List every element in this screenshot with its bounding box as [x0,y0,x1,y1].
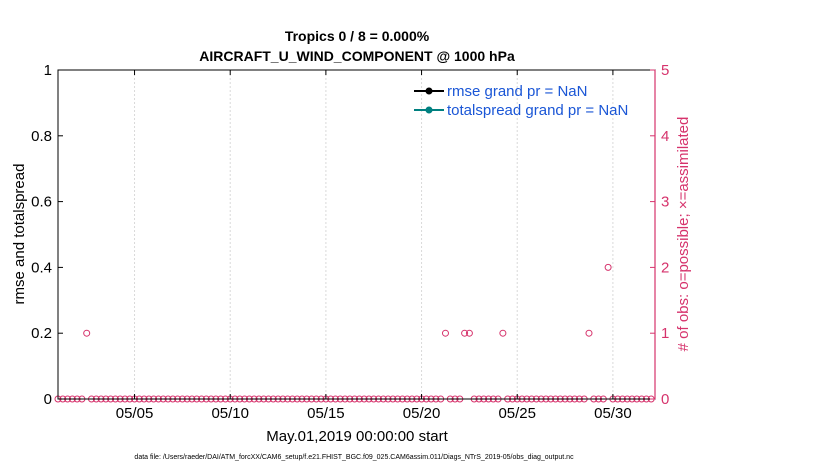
legend-totalspread-label: totalspread grand pr = NaN [447,102,628,119]
right-tick-label: 4 [661,128,669,145]
right-axis-label: # of obs: o=possible; ×=assimilated [675,117,692,352]
x-tick-label: 05/10 [211,405,249,422]
grid-lines [134,70,614,399]
footer-data-file: data file: /Users/raeder/DAI/ATM_forcXX/… [134,454,574,461]
left-tick-label: 0.6 [31,194,52,211]
obs-possible-marker [585,329,593,337]
right-axis-ticks: 0 1 2 3 4 5 [650,62,669,408]
left-axis-label: rmse and totalspread [11,164,28,305]
x-tick-label: 05/15 [307,405,345,422]
left-tick-label: 0.2 [31,325,52,342]
x-axis-ticks: 05/05 05/10 05/15 05/20 05/25 05/30 [116,70,632,422]
obs-possible-marker [604,263,612,271]
obs-possible-markers [83,263,612,337]
left-axis-ticks: 0 0.2 0.4 0.6 0.8 1 [31,62,63,408]
chart-subtitle: AIRCRAFT_U_WIND_COMPONENT @ 1000 hPa [199,48,515,64]
x-tick-label: 05/30 [594,405,632,422]
obs-possible-marker [441,329,449,337]
obs-possible-marker [461,329,469,337]
obs-possible-marker [83,329,91,337]
left-tick-label: 0 [44,391,52,408]
legend-rmse-marker [425,87,433,95]
left-tick-label: 0.8 [31,128,52,145]
left-tick-label: 1 [44,62,52,79]
obs-possible-marker [499,329,507,337]
x-axis-label: May.01,2019 00:00:00 start [266,428,448,445]
x-tick-label: 05/05 [116,405,154,422]
left-tick-label: 0.4 [31,259,52,276]
x-tick-label: 05/25 [498,405,536,422]
obs-possible-marker [465,329,473,337]
legend-rmse-label: rmse grand pr = NaN [447,83,587,100]
right-tick-label: 2 [661,259,669,276]
right-tick-label: 0 [661,391,669,408]
legend-totalspread-marker [425,106,433,114]
x-tick-label: 05/20 [403,405,441,422]
plot-frame [57,69,656,400]
right-tick-label: 3 [661,194,669,211]
right-tick-label: 1 [661,325,669,342]
legend: rmse grand pr = NaN totalspread grand pr… [414,83,628,119]
chart-title: Tropics 0 / 8 = 0.000% [285,28,430,44]
right-tick-label: 5 [661,62,669,79]
